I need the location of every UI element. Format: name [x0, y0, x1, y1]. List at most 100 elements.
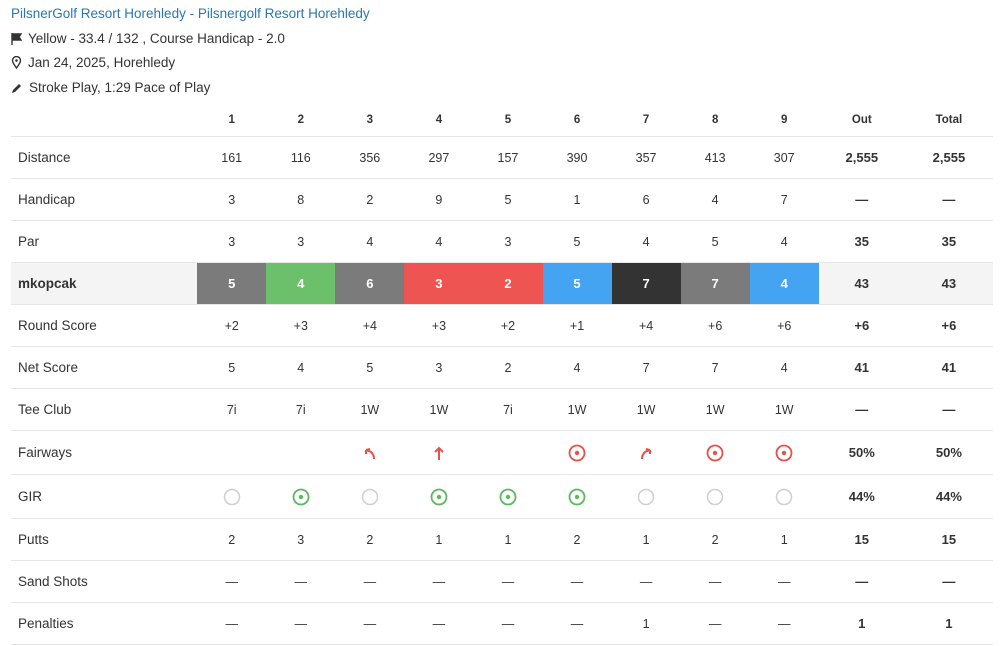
cell: 9 — [404, 178, 474, 221]
icon-cell — [404, 430, 474, 475]
score-cell: 5 — [197, 262, 267, 305]
icon-cell — [473, 430, 543, 475]
cell: 3 — [473, 220, 543, 263]
cell: +3 — [266, 304, 336, 347]
row-label: GIR — [11, 474, 198, 519]
total-cell: 41 — [904, 346, 993, 389]
cell: — — [197, 602, 267, 645]
cell: — — [542, 602, 612, 645]
icon — [430, 488, 448, 505]
cell: — — [611, 560, 681, 603]
icon — [775, 488, 793, 505]
column-header: 7 — [611, 104, 681, 137]
total-cell: — — [904, 388, 993, 431]
header-row: 1 2 3 4 5 6 7 8 9 Out Total — [11, 104, 993, 137]
score-cell: 5 — [542, 262, 612, 305]
cell: 1W — [335, 388, 405, 431]
cell: 8 — [266, 178, 336, 221]
cell: 7i — [473, 388, 543, 431]
icon-cell — [335, 430, 405, 475]
cell: 1 — [611, 602, 681, 645]
row-label: Round Score — [11, 304, 198, 347]
out-cell: 15 — [818, 518, 905, 561]
cell: 7 — [749, 178, 819, 221]
date-text: Jan 24, 2025, Horehledy — [28, 55, 176, 70]
cell: — — [680, 560, 750, 603]
row: Tee Club 7i 7i 1W 1W 7i 1W 1W 1W 1W — — — [11, 388, 993, 431]
icon-cell — [473, 474, 543, 519]
cell: 356 — [335, 136, 405, 179]
icon — [775, 444, 793, 461]
cell: — — [404, 602, 474, 645]
course-title[interactable]: PilsnerGolf Resort Horehledy - Pilsnergo… — [11, 6, 370, 21]
icon-cell — [335, 474, 405, 519]
icon — [706, 444, 724, 461]
cell: — — [473, 560, 543, 603]
score-cell: 4 — [266, 262, 336, 305]
cell: 3 — [404, 346, 474, 389]
cell: 1 — [473, 518, 543, 561]
icon-cell — [266, 430, 336, 475]
cell: 4 — [749, 346, 819, 389]
out-cell: — — [818, 178, 905, 221]
cell: — — [680, 602, 750, 645]
scorecard: 1 2 3 4 5 6 7 8 9 Out Total Distance 161 116 356 297 157… — [11, 104, 993, 645]
row: GIR 44% 44% — [11, 474, 993, 519]
cell: +4 — [611, 304, 681, 347]
icon-cell — [611, 430, 681, 475]
row-label: mkopcak — [11, 262, 198, 305]
cell: 1 — [404, 518, 474, 561]
row-label: Handicap — [11, 178, 198, 221]
total-cell: +6 — [904, 304, 993, 347]
total-cell: 2,555 — [904, 136, 993, 179]
out-cell: 2,555 — [818, 136, 905, 179]
column-header: Total — [904, 104, 993, 137]
row-label: Tee Club — [11, 388, 198, 431]
cell: 2 — [473, 346, 543, 389]
cell: 4 — [335, 220, 405, 263]
cell: 4 — [266, 346, 336, 389]
icon — [499, 488, 517, 505]
cell: — — [197, 560, 267, 603]
cell: 4 — [611, 220, 681, 263]
cell: 6 — [611, 178, 681, 221]
cell: 2 — [542, 518, 612, 561]
row: Round Score +2 +3 +4 +3 +2 +1 +4 +6 +6 +6 +6 — [11, 304, 993, 347]
cell: — — [266, 602, 336, 645]
column-header: 1 — [197, 104, 267, 137]
icon — [637, 488, 655, 505]
icon — [706, 488, 724, 505]
row-label: Penalties — [11, 602, 198, 645]
cell: 1W — [404, 388, 474, 431]
cell: 1W — [542, 388, 612, 431]
cell: — — [473, 602, 543, 645]
cell: — — [335, 560, 405, 603]
total-cell: 35 — [904, 220, 993, 263]
total-cell: 44% — [904, 474, 993, 519]
row: mkopcak 5 4 6 3 2 5 7 7 4 43 43 — [11, 262, 993, 305]
icon-cell — [680, 430, 750, 475]
cell: 161 — [197, 136, 267, 179]
pin-icon — [11, 56, 22, 69]
icon-cell — [542, 430, 612, 475]
icon — [364, 447, 375, 459]
format-info: Stroke Play, 1:29 Pace of Play — [11, 80, 210, 95]
cell: 1W — [749, 388, 819, 431]
icon — [641, 447, 652, 459]
cell: 1 — [749, 518, 819, 561]
score-cell: 6 — [335, 262, 405, 305]
cell: 7 — [611, 346, 681, 389]
out-cell: — — [818, 560, 905, 603]
cell: 3 — [197, 220, 267, 263]
pencil-icon — [12, 83, 21, 93]
row-label: Net Score — [11, 346, 198, 389]
title-text[interactable]: PilsnerGolf Resort Horehledy - Pilsnergo… — [11, 6, 370, 21]
cell: 4 — [680, 178, 750, 221]
column-header: 2 — [266, 104, 336, 137]
flag-icon — [11, 32, 22, 45]
cell: — — [749, 602, 819, 645]
column-header: 5 — [473, 104, 543, 137]
column-header: Out — [818, 104, 905, 137]
out-cell: 43 — [818, 262, 905, 305]
